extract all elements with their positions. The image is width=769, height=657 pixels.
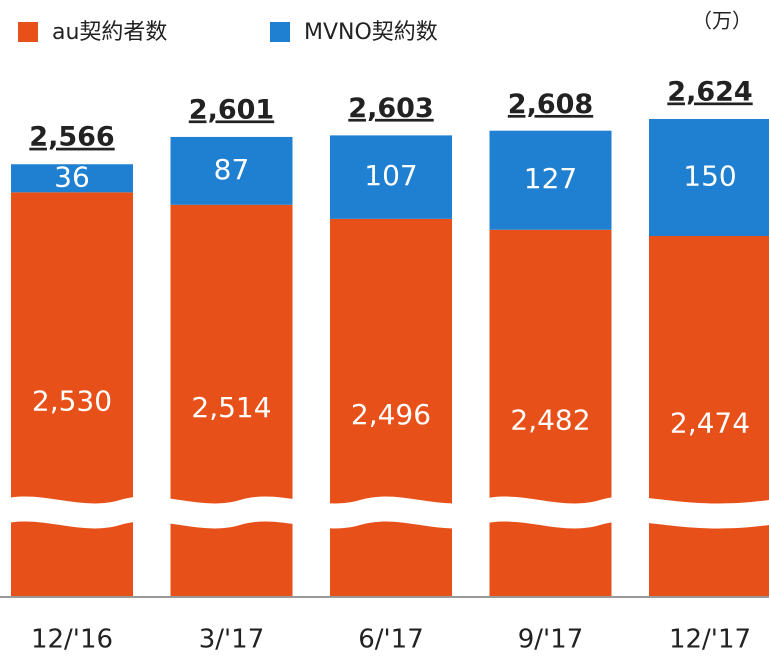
x-tick-label: 6/'17 [358,625,424,655]
data-label: 2,496 [351,398,431,431]
legend-label: MVNO契約数 [304,20,438,45]
x-tick-label: 12/'17 [669,625,751,655]
total-label: 2,603 [348,93,433,124]
data-label: 2,530 [32,385,112,418]
bar-segment [649,119,769,236]
data-label: 127 [524,162,577,195]
legend-label: au契約者数 [52,20,167,45]
bar-segment [649,236,769,597]
bar-segment [11,164,133,193]
total-label: 2,624 [667,77,752,108]
data-label: 107 [364,159,417,192]
bar-segment [330,218,452,597]
data-label: 2,482 [510,403,590,436]
total-label: 2,608 [508,89,593,120]
legend-swatch [270,22,290,42]
axis-break [0,496,769,529]
bar-segment [170,204,293,598]
x-tick-label: 9/'17 [518,625,584,655]
data-label: 150 [683,160,736,193]
total-label: 2,601 [189,94,274,125]
bar-segment [11,192,133,597]
bar-segment [330,135,452,219]
data-label: 2,474 [670,407,750,440]
bar-segment [170,136,293,205]
data-label: 87 [214,153,250,186]
bar-segment [489,229,612,597]
legend-swatch [18,22,38,42]
x-tick-label: 3/'17 [199,625,265,655]
x-tick-label: 12/'16 [31,625,113,655]
bar-segment [489,130,612,230]
unit-label: （万） [692,9,752,33]
bars [11,119,769,598]
data-label: 2,514 [191,391,271,424]
data-label: 36 [54,160,90,193]
total-label: 2,566 [29,122,114,153]
